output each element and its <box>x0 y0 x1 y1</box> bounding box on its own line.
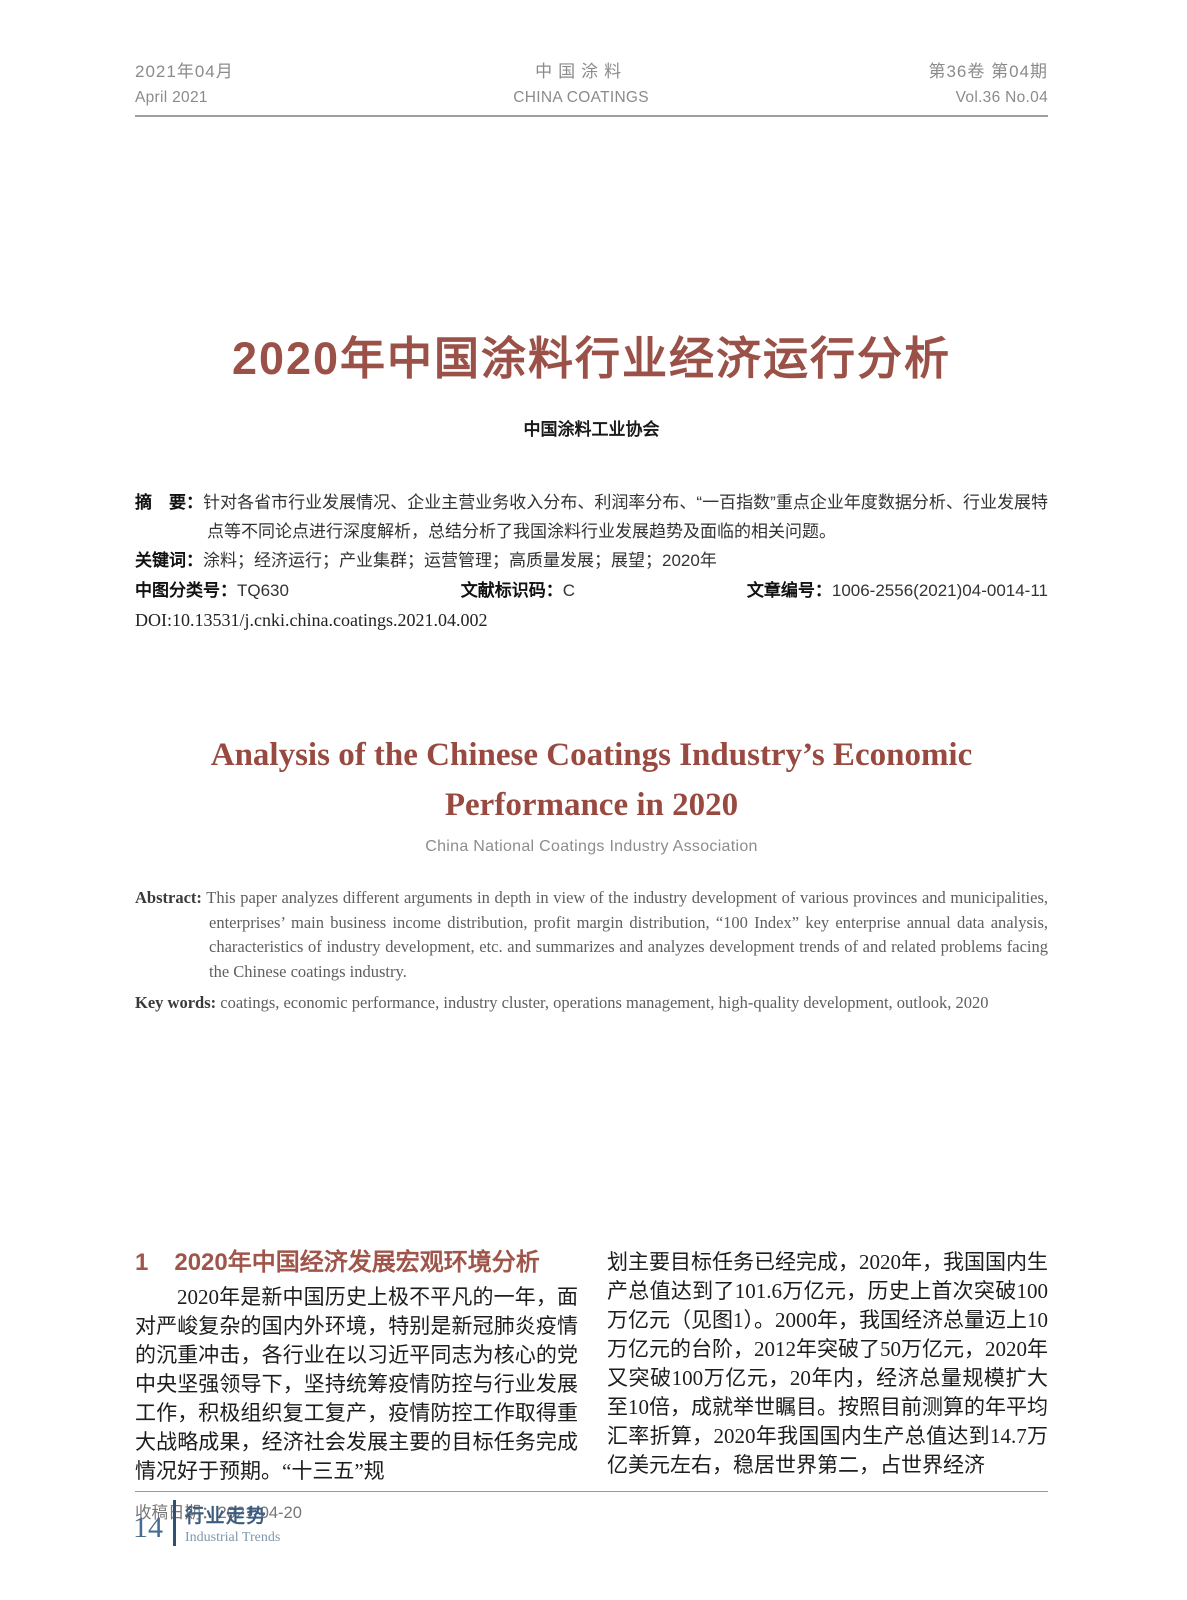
received-date-label: 收稿日期： <box>135 1503 218 1522</box>
abstract-en-text: This paper analyzes different arguments … <box>206 888 1048 981</box>
header-volume-info: 第36卷 第04期 Vol.36 No.04 <box>928 57 1048 107</box>
journal-date-zh: 2021年04月 <box>135 62 234 81</box>
journal-name-en: CHINA COATINGS <box>513 89 649 106</box>
body-paragraph-left: 2020年是新中国历史上极不平凡的一年，面对严峻复杂的国内外环境，特别是新冠肺炎… <box>135 1284 578 1483</box>
article-id-value: 1006-2556(2021)04-0014-11 <box>831 581 1048 600</box>
english-meta-block: Abstract: This paper analyzes different … <box>135 886 1048 1016</box>
abstract-zh-label: 摘 要： <box>135 493 204 512</box>
volume-info-zh: 第36卷 第04期 <box>928 62 1048 81</box>
column-title-en: Industrial Trends <box>185 1529 281 1545</box>
keywords-en-text: coatings, economic performance, industry… <box>220 993 989 1012</box>
abstract-zh: 摘 要：针对各省市行业发展情况、企业主营业务收入分布、利润率分布、“一百指数”重… <box>135 488 1048 546</box>
page-footer: 14 行业走势 Industrial Trends <box>133 1500 280 1546</box>
article-id: 文章编号：1006-2556(2021)04-0014-11 <box>747 576 1048 605</box>
column-title-zh: 行业走势 <box>185 1505 268 1527</box>
journal-date-en: April 2021 <box>135 89 208 106</box>
article-title-en-line1: Analysis of the Chinese Coatings Industr… <box>210 737 973 773</box>
section-1-title: 2020年中国经济发展宏观环境分析 <box>174 1248 540 1276</box>
body-column-left: 1 2020年中国经济发展宏观环境分析 2020年是新中国历史上极不平凡的一年，面… <box>135 1248 578 1486</box>
clc-value: TQ630 <box>237 581 289 600</box>
footer-divider-bar <box>173 1500 176 1546</box>
keywords-zh-label: 关键词： <box>135 551 203 570</box>
volume-info-en: Vol.36 No.04 <box>955 89 1048 106</box>
chinese-meta-block: 摘 要：针对各省市行业发展情况、企业主营业务收入分布、利润率分布、“一百指数”重… <box>135 488 1048 635</box>
journal-name-zh: 中国涂料 <box>535 62 628 81</box>
doi: DOI:10.13531/j.cnki.china.coatings.2021.… <box>135 610 488 630</box>
article-title-en: Analysis of the Chinese Coatings Industr… <box>135 730 1048 830</box>
column-title: 行业走势 Industrial Trends <box>185 1501 280 1546</box>
page-header: 2021年04月 April 2021 中国涂料 CHINA COATINGS … <box>135 0 1048 107</box>
clc-number: 中图分类号：TQ630 <box>135 576 289 605</box>
keywords-zh: 关键词：涂料；经济运行；产业集群；运营管理；高质量发展；展望；2020年 <box>135 546 1048 575</box>
article-title-en-line2: Performance in 2020 <box>444 787 739 823</box>
author-affiliation-zh: 中国涂料工业协会 <box>523 420 660 439</box>
section-1-heading: 1 2020年中国经济发展宏观环境分析 <box>135 1248 578 1278</box>
doc-code-label: 文献标识码： <box>460 581 563 600</box>
received-date: 收稿日期：2021-04-20 <box>135 1499 1048 1523</box>
doc-code-value: C <box>562 581 576 600</box>
keywords-en: Key words: coatings, economic performanc… <box>135 991 1048 1016</box>
abstract-en-label: Abstract: <box>135 888 202 907</box>
body-paragraph-right: 划主要目标任务已经完成，2020年，我国国内生产总值达到了101.6万亿元，历史… <box>607 1249 1048 1477</box>
keywords-zh-text: 涂料；经济运行；产业集群；运营管理；高质量发展；展望；2020年 <box>203 551 717 570</box>
footnote-divider <box>135 1490 1048 1492</box>
header-divider <box>135 115 1048 117</box>
abstract-zh-text: 针对各省市行业发展情况、企业主营业务收入分布、利润率分布、“一百指数”重点企业年… <box>203 493 1049 541</box>
section-1-number: 1 <box>135 1248 149 1276</box>
article-title-zh: 2020年中国涂料行业经济运行分析 <box>231 333 952 384</box>
page-number: 14 <box>133 1511 163 1544</box>
header-journal-name: 中国涂料 CHINA COATINGS <box>513 57 649 107</box>
author-affiliation-en: China National Coatings Industry Associa… <box>425 838 758 855</box>
abstract-en: Abstract: This paper analyzes different … <box>135 886 1048 984</box>
body-column-right: 划主要目标任务已经完成，2020年，我国国内生产总值达到了101.6万亿元，历史… <box>607 1248 1048 1486</box>
header-date: 2021年04月 April 2021 <box>135 57 234 107</box>
received-date-value: 2021-04-20 <box>217 1503 302 1522</box>
document-code: 文献标识码：C <box>461 576 575 605</box>
clc-label: 中图分类号： <box>135 581 237 600</box>
keywords-en-label: Key words: <box>135 993 217 1012</box>
article-id-label: 文章编号： <box>746 581 832 600</box>
body-columns: 1 2020年中国经济发展宏观环境分析 2020年是新中国历史上极不平凡的一年，面… <box>135 1248 1048 1486</box>
classification-row: 中图分类号：TQ630 文献标识码：C 文章编号：1006-2556(2021)… <box>135 576 1048 605</box>
